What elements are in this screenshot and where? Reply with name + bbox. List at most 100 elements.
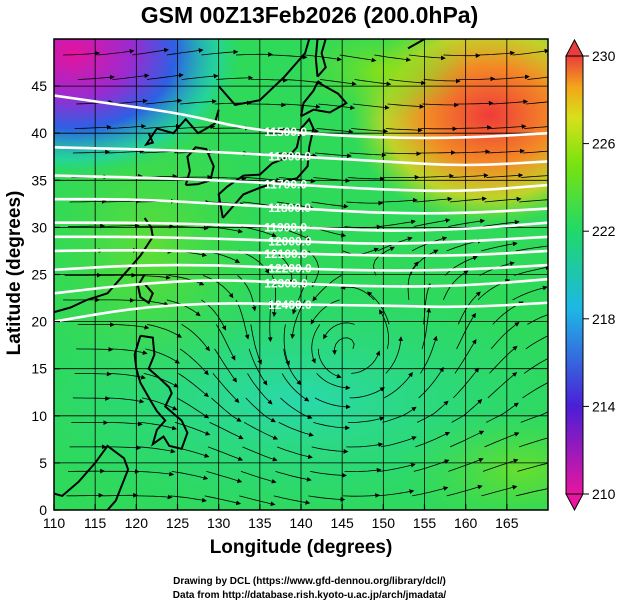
wind-arrow [317,348,342,379]
wind-arrow [482,458,519,472]
wind-arrow [444,255,478,276]
wind-arrow [323,322,355,340]
wind-arrow [277,201,314,210]
wind-arrow [170,495,207,503]
wind-arrow [112,73,150,80]
colorbar-tick-label: 230 [592,48,616,64]
wind-arrow [104,198,142,204]
wind-arrow [174,422,211,436]
y-tick-label: 30 [31,219,47,235]
wind-arrow [389,79,426,86]
contour-label: 11700.0 [264,178,307,192]
wind-arrow [283,103,321,109]
wind-arrow [346,200,384,206]
wind-arrow [490,322,520,350]
wind-arrow [379,219,416,227]
wind-arrow [380,436,417,448]
wind-arrow [133,274,171,280]
wind-arrow [308,495,346,502]
y-tick-label: 15 [31,361,47,377]
wind-arrow [100,492,138,498]
wind-arrow [273,250,295,285]
wind-arrow [282,128,319,134]
height-contours: 11500.0 11600.0 11700.0 11800.0 11900.012000… [54,94,548,323]
wind-arrow [145,348,180,364]
wind-arrow [420,335,438,374]
wind-arrow [285,79,323,85]
wind-arrow [206,471,243,483]
wind-arrow [202,275,234,299]
y-axis-label: Latitude (degrees) [4,190,25,356]
colorbar-min-arrow [565,493,584,512]
colorbar-tick-label: 210 [592,486,616,502]
wind-arrow [413,459,450,472]
wind-arrow [143,373,179,388]
wind-arrow [520,175,548,178]
wind-arrow [443,53,481,58]
wind-arrow [109,373,146,380]
wind-arrow [240,471,277,484]
wind-arrow [446,484,483,497]
x-tick-label: 140 [289,515,313,531]
wind-arrow [417,173,455,179]
wind-arrow [166,48,204,56]
wind-arrow [382,174,420,180]
wind-arrow [332,337,355,355]
wind-arrow [491,99,529,105]
wind-arrow [250,324,262,365]
wind-arrow [313,422,350,431]
y-axis-ticks: 0 5 10 15 20 25 30 35 40 45 [31,78,60,518]
x-tick-label: 110 [43,515,66,531]
wind-arrow [423,78,461,84]
y-tick-label: 25 [31,267,47,283]
wind-arrow [216,75,254,81]
wind-arrow [244,422,279,440]
wind-arrow [415,431,451,448]
y-tick-label: 10 [31,408,47,424]
wind-arrow [525,101,548,105]
wind-arrow [515,486,548,497]
contour-line [54,249,548,257]
y-tick-label: 20 [31,314,47,330]
wind-arrow [484,432,520,448]
contour-line [54,174,548,193]
wind-arrow [340,284,375,301]
wind-arrow [453,149,491,155]
wind-arrow [415,196,453,203]
coastline-segment [217,39,311,106]
coastline-segment [407,39,425,50]
contour-label: 11600.0 [268,149,311,163]
x-tick-label: 120 [125,515,149,531]
wind-arrow [527,76,548,80]
wind-arrow [374,54,411,62]
wind-arrow [416,400,449,423]
wind-arrow [312,275,342,302]
credit-data-source: Data from http://database.rish.kyoto-u.a… [172,590,447,601]
wind-arrow [178,124,216,130]
wind-arrow [107,148,145,154]
contour-label: 11800.0 [268,201,311,215]
wind-arrow [486,402,519,423]
coastline-segment [300,80,348,118]
contour-label: 12100.0 [264,247,308,261]
wind-arrow [382,406,417,423]
wind-arrow [72,396,110,401]
wind-arrow [235,52,273,57]
credit-dcl: Drawing by DCL (https://www.gfd-dennou.o… [173,576,446,587]
wind-arrow [145,98,183,105]
x-tick-label: 160 [454,515,478,531]
wind-arrow [267,299,273,343]
wind-arrow [209,176,247,181]
contour-label: 12200.0 [268,262,312,276]
colorbar: 210 214 218 222 226 230 [565,38,616,512]
wind-arrow [275,471,312,482]
wind-arrow [212,373,240,403]
contour-line [54,221,548,232]
wind-arrow [407,261,419,300]
wind-arrow [354,79,392,87]
contour-label: 12300.0 [264,277,308,291]
wind-arrow [489,124,527,129]
wind-arrow [384,371,413,399]
wind-arrow [412,486,449,497]
wind-arrow [74,371,112,377]
